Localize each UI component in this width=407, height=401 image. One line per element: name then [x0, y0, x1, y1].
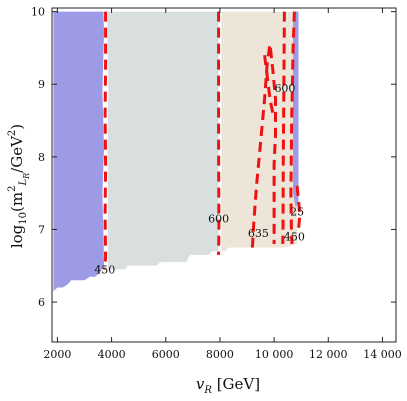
x-tick-label: 10 000: [255, 348, 294, 361]
plot-frame: [51, 7, 397, 343]
region-beige: [221, 11, 298, 252]
contour-labels: 450 600 635 600 450 25: [94, 82, 305, 277]
y-axis-ticks: 6 7 8 9 10: [31, 6, 396, 309]
y-tick-label: 7: [38, 223, 45, 236]
x-tick-label: 14 000: [363, 348, 402, 361]
y-axis-title: log10(m2LR/GeV2): [7, 124, 31, 248]
contour-line-450: [102, 11, 108, 270]
x-tick-label: 8000: [206, 348, 234, 361]
region-blue: [53, 11, 104, 292]
x-tick-label: 4000: [98, 348, 126, 361]
x-tick-label: 2000: [43, 348, 71, 361]
x-tick-label: 6000: [152, 348, 180, 361]
region-blue-right: [293, 11, 299, 208]
contour-label-600: 600: [274, 82, 295, 95]
contour-lines: [102, 11, 302, 270]
contour-label-600: 600: [208, 213, 229, 226]
y-tick-label: 9: [38, 78, 45, 91]
shaded-regions: [53, 11, 299, 292]
y-tick-label: 6: [38, 296, 45, 309]
contour-label-25: 25: [290, 205, 304, 218]
contour-line-450: [289, 11, 296, 245]
contour-line-600: [281, 11, 286, 245]
contour-label-450: 450: [94, 263, 115, 276]
contour-label-450: 450: [284, 231, 305, 244]
x-axis-title: vR [GeV]: [196, 375, 260, 396]
x-tick-label: 12 000: [309, 348, 348, 361]
contour-label-635: 635: [248, 227, 269, 240]
x-axis-ticks: 2000 4000 6000 8000 10 000 12 000 14 000: [43, 8, 402, 361]
region-grey: [107, 11, 219, 270]
contour-line-600: [263, 55, 275, 114]
contour-line-25: [295, 185, 302, 230]
y-tick-label: 10: [31, 6, 45, 19]
contour-line-635: [250, 44, 277, 248]
y-tick-label: 8: [38, 151, 45, 164]
